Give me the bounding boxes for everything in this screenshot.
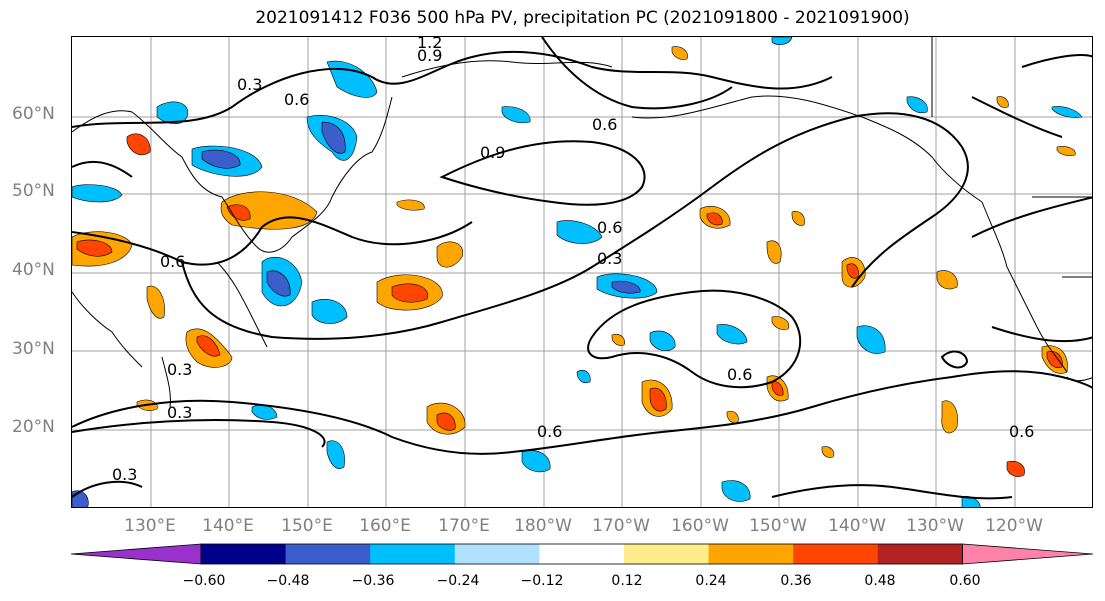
contour-label: 1.2 xyxy=(417,37,442,52)
colorbar-cell xyxy=(624,544,710,564)
lon-label: 160°W xyxy=(671,516,729,536)
lon-label: 140°E xyxy=(202,516,254,536)
precip-positive xyxy=(72,46,1076,477)
coastlines xyxy=(72,37,1092,408)
colorbar-tick: −0.36 xyxy=(351,573,395,589)
lon-label: 130°W xyxy=(906,516,964,536)
colorbar-cell xyxy=(877,544,963,564)
map-plot: 0.3 0.6 0.9 1.2 0.3 0.6 0.9 0.6 0.3 0.3 … xyxy=(72,37,1092,507)
colorbar-tick: −0.12 xyxy=(520,573,564,589)
contour-label: 0.6 xyxy=(537,422,562,441)
contour-label: 0.3 xyxy=(112,465,137,484)
lon-label: 130°E xyxy=(124,516,176,536)
colorbar-cell xyxy=(201,544,287,564)
lat-label: 40°N xyxy=(12,260,55,280)
lon-label: 170°E xyxy=(438,516,490,536)
lat-label: 50°N xyxy=(12,181,55,201)
map-title: 2021091412 F036 500 hPa PV, precipitatio… xyxy=(255,8,910,28)
colorbar-tick: −0.48 xyxy=(266,573,310,589)
contour-label: 0.3 xyxy=(167,403,192,422)
colorbar-tick: −0.24 xyxy=(436,573,480,589)
contour-label: 0.9 xyxy=(417,46,442,65)
pv-contours xyxy=(72,37,1092,500)
lon-label: 150°W xyxy=(749,516,807,536)
colorbar xyxy=(71,543,1094,565)
colorbar-tick: 0.36 xyxy=(780,573,812,589)
colorbar-tick: 0.60 xyxy=(949,573,981,589)
lon-label: 150°E xyxy=(281,516,333,536)
contour-label: 0.6 xyxy=(592,115,617,134)
colorbar-arrow-low xyxy=(71,543,202,565)
lat-label: 20°N xyxy=(12,417,55,437)
colorbar-cell xyxy=(539,544,625,564)
colorbar-cell xyxy=(454,544,540,564)
contour-label: 0.6 xyxy=(597,218,622,237)
contour-label: 0.9 xyxy=(480,143,505,162)
colorbar-tick: 0.24 xyxy=(695,573,727,589)
colorbar-arrow-high xyxy=(962,543,1094,565)
map-panel: 0.3 0.6 0.9 1.2 0.3 0.6 0.9 0.6 0.3 0.3 … xyxy=(71,36,1093,508)
lon-label: 170°W xyxy=(592,516,650,536)
colorbar-cell xyxy=(708,544,794,564)
gridlines xyxy=(72,37,1092,507)
lon-label: 140°W xyxy=(828,516,886,536)
lon-label: 180°W xyxy=(514,516,572,536)
contour-label: 0.6 xyxy=(727,365,752,384)
colorbar-tick: 0.12 xyxy=(611,573,643,589)
contour-label: 0.6 xyxy=(160,252,185,271)
contour-label: 0.3 xyxy=(167,360,192,379)
contour-label: 0.6 xyxy=(284,90,309,109)
contour-label: 0.6 xyxy=(1009,422,1034,441)
colorbar-cell xyxy=(285,544,371,564)
lat-label: 60°N xyxy=(12,104,55,124)
colorbar-frame xyxy=(200,543,963,565)
lon-label: 160°E xyxy=(359,516,411,536)
precip-negative xyxy=(72,37,1083,507)
contour-labels: 0.3 0.6 0.9 1.2 0.3 0.6 0.9 0.6 0.3 0.3 … xyxy=(112,37,1034,484)
lon-label: 120°W xyxy=(985,516,1043,536)
lat-label: 30°N xyxy=(12,339,55,359)
colorbar-tick: −0.60 xyxy=(182,573,226,589)
colorbar-tick: 0.48 xyxy=(864,573,896,589)
colorbar-cell xyxy=(793,544,879,564)
contour-label: 0.3 xyxy=(237,75,262,94)
contour-label: 0.3 xyxy=(597,249,622,268)
colorbar-cell xyxy=(370,544,456,564)
